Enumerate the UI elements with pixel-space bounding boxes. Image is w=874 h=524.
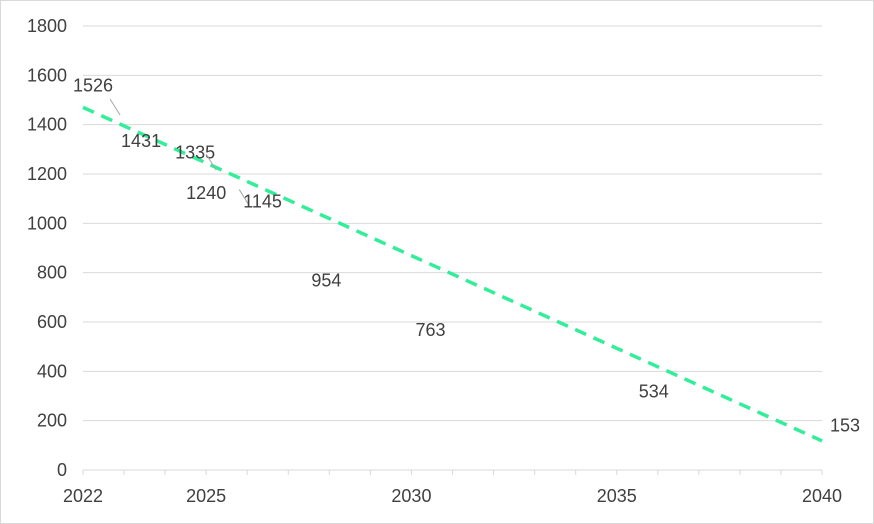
data-label: 763 [415,320,445,340]
y-tick-label: 1600 [27,65,67,85]
series-layer [82,105,823,443]
grid-lines [83,25,822,422]
x-tick-label: 2040 [802,486,842,506]
series-line [82,105,823,443]
data-label-leader [238,189,250,206]
y-tick-label: 200 [37,411,67,431]
data-label: 534 [639,381,669,401]
y-tick-label: 400 [37,361,67,381]
y-tick-label: 600 [37,312,67,332]
y-tick-label: 1400 [27,115,67,135]
y-tick-label: 0 [57,460,67,480]
data-label-leader [109,98,121,116]
y-tick-label: 1000 [27,213,67,233]
x-tick-label: 2030 [391,486,431,506]
y-tick-label: 800 [37,263,67,283]
axes: 0 200 400 600 800 1000 1200 1400 1600 1800 2022 202… [27,16,842,506]
data-label: 1335 [175,143,215,163]
data-label: 1526 [73,76,113,96]
data-labels: 1526 1431 1335 1240 1145 954 763 534 153 [73,76,860,436]
data-label: 1240 [186,183,226,203]
data-label: 954 [311,271,341,291]
data-label: 153 [830,415,860,435]
y-tick-label: 1200 [27,164,67,184]
data-label: 1431 [121,131,161,151]
x-tick-label: 2022 [63,486,103,506]
x-tick-label: 2025 [186,486,226,506]
data-label-leader [205,153,217,171]
data-label: 1145 [243,192,282,212]
x-tick-label: 2035 [597,486,637,506]
y-tick-label: 1800 [27,16,67,36]
